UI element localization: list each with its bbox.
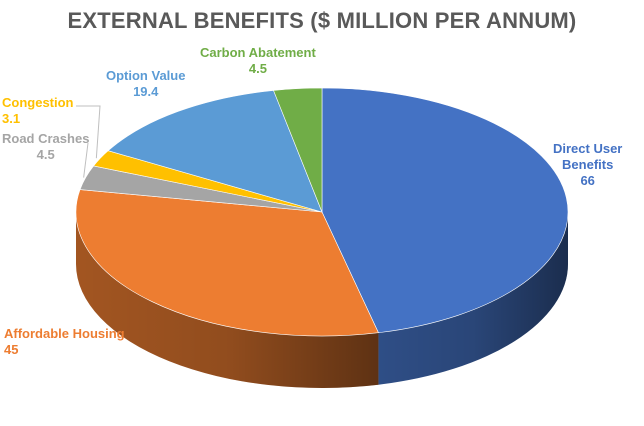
label-affordable-housing-name: Affordable Housing [4, 326, 125, 341]
pie-slice-direct-user-benefits [321, 87, 569, 334]
pie-slice-option-value [107, 90, 323, 213]
label-option-value-name: Option Value [106, 68, 186, 83]
label-option-value-value: 19.4 [133, 84, 159, 99]
label-road-crashes: Road Crashes 4.5 [2, 131, 89, 163]
chart-title: EXTERNAL BENEFITS ($ MILLION PER ANNUM) [67, 8, 577, 33]
label-affordable-housing: Affordable Housing 45 [4, 326, 125, 358]
label-direct-user-benefits: Direct User Benefits 66 [553, 141, 622, 189]
label-congestion-name: Congestion [2, 95, 74, 110]
label-carbon-abatement-name: Carbon Abatement [200, 45, 316, 60]
label-congestion: Congestion 3.1 [2, 95, 74, 127]
pie-side-shade-affordable-housing [76, 212, 379, 388]
label-affordable-housing-value: 45 [4, 342, 19, 357]
pie-slice-affordable-housing [75, 189, 379, 337]
label-direct-user-benefits-value: 66 [580, 173, 595, 188]
label-direct-user-benefits-name-1: Direct User [553, 141, 623, 156]
pie-top-layer [75, 87, 569, 337]
label-direct-user-benefits-name-2: Benefits [562, 157, 614, 172]
leader-line-congestion [76, 105, 101, 159]
label-carbon-abatement-value: 4.5 [248, 61, 267, 76]
leader-line-road-crashes [83, 142, 89, 178]
pie-side-shade-direct-user-benefits [378, 212, 568, 385]
pie-side-layer [76, 212, 568, 388]
label-road-crashes-name: Road Crashes [2, 131, 90, 146]
label-carbon-abatement: Carbon Abatement 4.5 [200, 45, 316, 77]
label-congestion-value: 3.1 [2, 111, 21, 126]
pie-slice-carbon-abatement [273, 87, 323, 213]
label-option-value: Option Value 19.4 [106, 68, 185, 100]
label-road-crashes-value: 4.5 [36, 147, 55, 162]
